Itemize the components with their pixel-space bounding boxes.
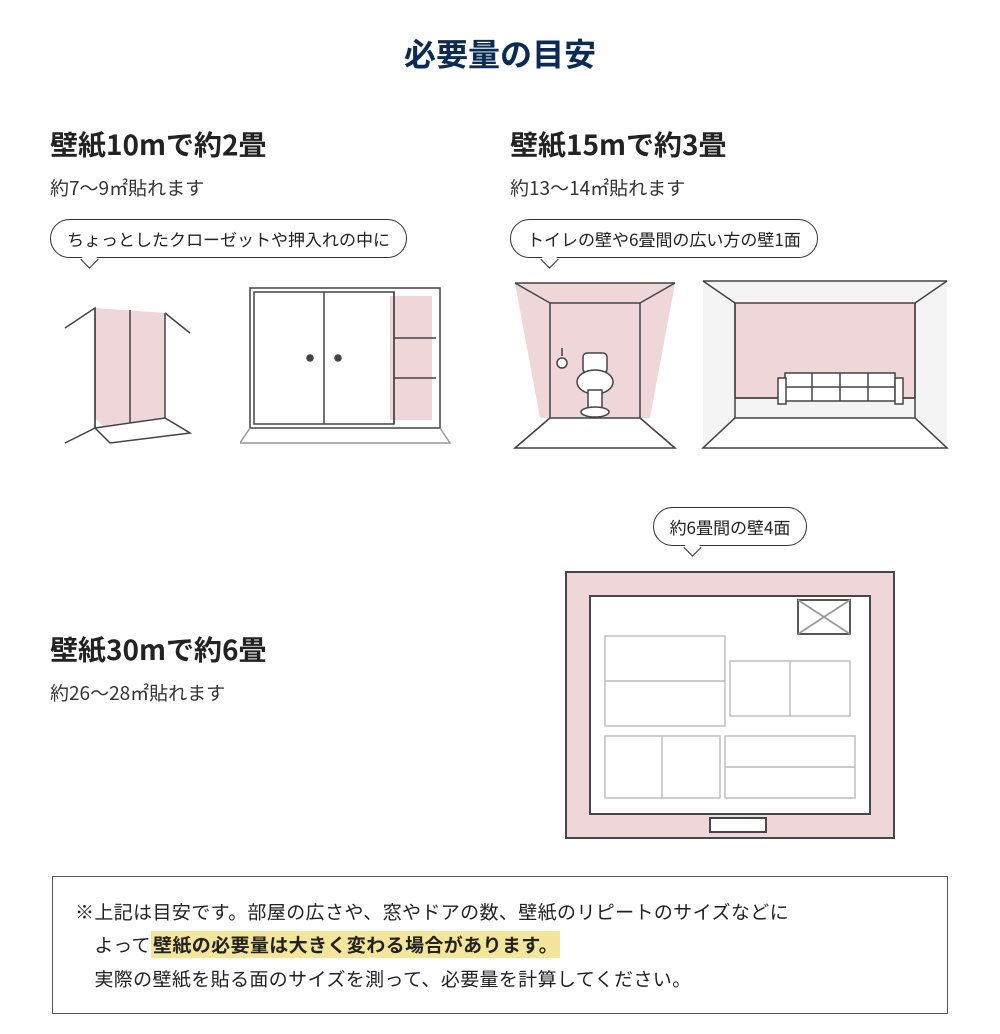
note-line-1: ※上記は目安です。部屋の広さや、窓やドアの数、壁紙のリピートのサイズなどに xyxy=(75,895,925,928)
note-box: ※上記は目安です。部屋の広さや、窓やドアの数、壁紙のリピートのサイズなどに ※よ… xyxy=(52,876,948,1014)
toilet-room-icon xyxy=(510,278,680,453)
bubble-15m: トイレの壁や6畳間の広い方の壁1面 xyxy=(510,219,818,258)
section-30m: 壁紙30mで約6畳 約26～28㎡貼れます xyxy=(50,489,460,846)
section-10m: 壁紙10mで約2畳 約7～9㎡貼れます ちょっとしたクローゼットや押入れの中に xyxy=(50,124,460,453)
sub-15m: 約13～14㎡貼れます xyxy=(510,174,950,201)
sub-30m: 約26～28㎡貼れます xyxy=(50,679,460,706)
heading-30m: 壁紙30mで約6畳 xyxy=(50,629,460,669)
floorplan-icon xyxy=(560,566,900,846)
bubble-10m: ちょっとしたクローゼットや押入れの中に xyxy=(50,219,407,258)
illustration-15m xyxy=(510,278,950,453)
illustration-10m xyxy=(50,278,460,448)
sub-10m: 約7～9㎡貼れます xyxy=(50,174,460,201)
sliding-cabinet-icon xyxy=(240,278,460,448)
closet-icon xyxy=(50,278,220,448)
heading-15m: 壁紙15mで約3畳 xyxy=(510,124,950,164)
room-one-wall-icon xyxy=(700,278,950,453)
page: 必要量の目安 壁紙10mで約2畳 約7～9㎡貼れます ちょっとしたクローゼットや… xyxy=(0,0,1000,1034)
section-15m: 壁紙15mで約3畳 約13～14㎡貼れます トイレの壁や6畳間の広い方の壁1面 xyxy=(510,124,950,453)
heading-10m: 壁紙10mで約2畳 xyxy=(50,124,460,164)
note-line-3: ※実際の壁紙を貼る面のサイズを測って、必要量を計算してください。 xyxy=(75,962,925,995)
info-grid: 壁紙10mで約2畳 約7～9㎡貼れます ちょっとしたクローゼットや押入れの中に xyxy=(30,124,970,846)
bubble-30m: 約6畳間の壁4面 xyxy=(653,507,808,546)
section-30m-illus: 約6畳間の壁4面 xyxy=(510,489,950,846)
note-highlight: 壁紙の必要量は大きく変わる場合があります。 xyxy=(151,931,560,958)
page-title: 必要量の目安 xyxy=(30,30,970,76)
note-line-2: ※よって壁紙の必要量は大きく変わる場合があります。 xyxy=(75,928,925,961)
